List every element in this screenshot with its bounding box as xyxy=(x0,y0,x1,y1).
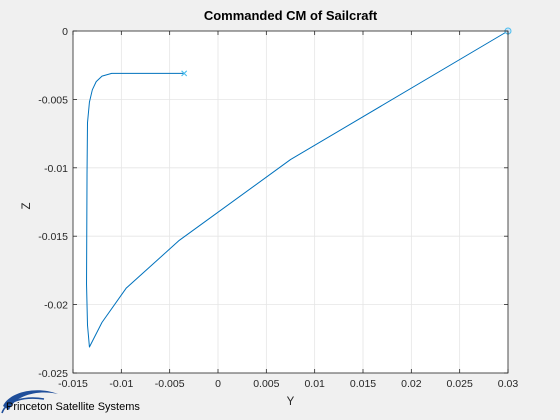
x-tick-label: -0.005 xyxy=(155,378,185,390)
x-tick-label: 0 xyxy=(215,378,221,390)
y-tick-label: -0.005 xyxy=(38,94,68,106)
y-ticks: 0 -0.005 -0.01 -0.015 -0.02 -0.025 xyxy=(38,26,508,380)
y-tick-label: -0.01 xyxy=(44,163,68,175)
logo-arc-icon xyxy=(1,397,45,414)
y-tick-label: -0.02 xyxy=(44,300,68,312)
plot-area xyxy=(73,31,508,373)
y-tick-label: -0.025 xyxy=(38,368,68,380)
x-ticks: -0.015 -0.01 -0.005 0 0.005 0.01 0.015 0.02 0.02… xyxy=(58,31,518,390)
company-logo: Princeton Satellite Systems xyxy=(1,390,140,414)
x-tick-label: -0.01 xyxy=(109,378,133,390)
x-tick-label: -0.015 xyxy=(58,378,88,390)
x-tick-label: 0.03 xyxy=(498,378,519,390)
series-layer xyxy=(86,27,512,348)
axes-box xyxy=(72,30,509,374)
x-tick-label: 0.02 xyxy=(401,378,422,390)
y-tick-label: -0.015 xyxy=(38,231,68,243)
logo-swoosh-icon xyxy=(3,390,58,410)
x-tick-label: 0.005 xyxy=(253,378,279,390)
y-tick-label: 0 xyxy=(62,26,68,38)
series-line xyxy=(86,30,509,348)
x-tick-label: 0.025 xyxy=(447,378,473,390)
x-tick-label: 0.015 xyxy=(350,378,376,390)
logo-text: Princeton Satellite Systems xyxy=(6,401,140,413)
x-axis-label: Y xyxy=(287,396,295,408)
x-tick-label: 0.01 xyxy=(304,378,325,390)
chart-title: Commanded CM of Sailcraft xyxy=(204,8,378,23)
end-marker xyxy=(181,70,188,77)
y-axis-label: Z xyxy=(21,202,33,209)
